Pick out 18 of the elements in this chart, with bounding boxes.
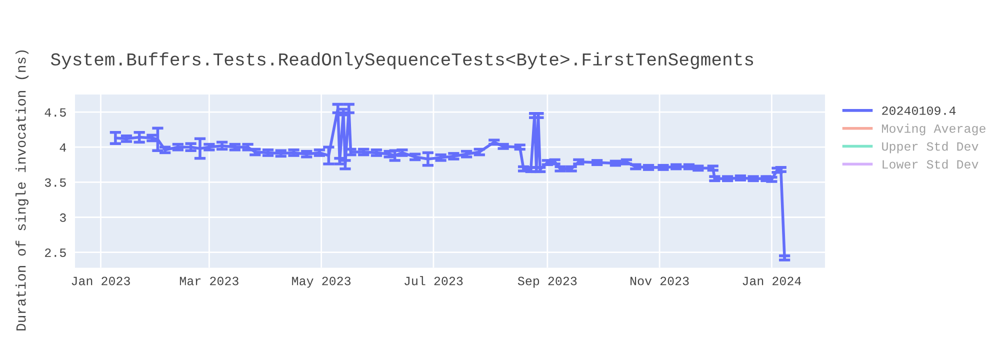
x-tick-label: Mar 2023 bbox=[180, 276, 238, 286]
x-tick-label: Nov 2023 bbox=[630, 276, 689, 286]
x-tick-label: Jul 2023 bbox=[404, 276, 463, 286]
chart-title: System.Buffers.Tests.ReadOnlySequenceTests<Byte>.FirstTenSegments bbox=[50, 52, 754, 70]
y-tick-label: 4 bbox=[60, 143, 66, 152]
legend-label: Upper Std Dev bbox=[882, 142, 978, 154]
y-tick-label: 2.5 bbox=[45, 248, 66, 257]
x-tick-label: May 2023 bbox=[292, 276, 351, 288]
y-tick-label: 4.5 bbox=[44, 108, 66, 117]
x-tick-label: Jan 2023 bbox=[72, 276, 130, 286]
legend-label: Lower Std Dev bbox=[882, 159, 978, 169]
legend-label: Moving Average bbox=[882, 124, 986, 136]
x-tick-label: Sep 2023 bbox=[518, 276, 577, 288]
x-tick-label: Jan 2024 bbox=[742, 276, 802, 286]
y-tick-label: 3 bbox=[60, 213, 66, 222]
legend-label: 20240109.4 bbox=[882, 106, 956, 115]
y-axis-title: Duration of single invocation (ns) bbox=[16, 50, 28, 330]
y-tick-label: 3.5 bbox=[44, 178, 66, 187]
